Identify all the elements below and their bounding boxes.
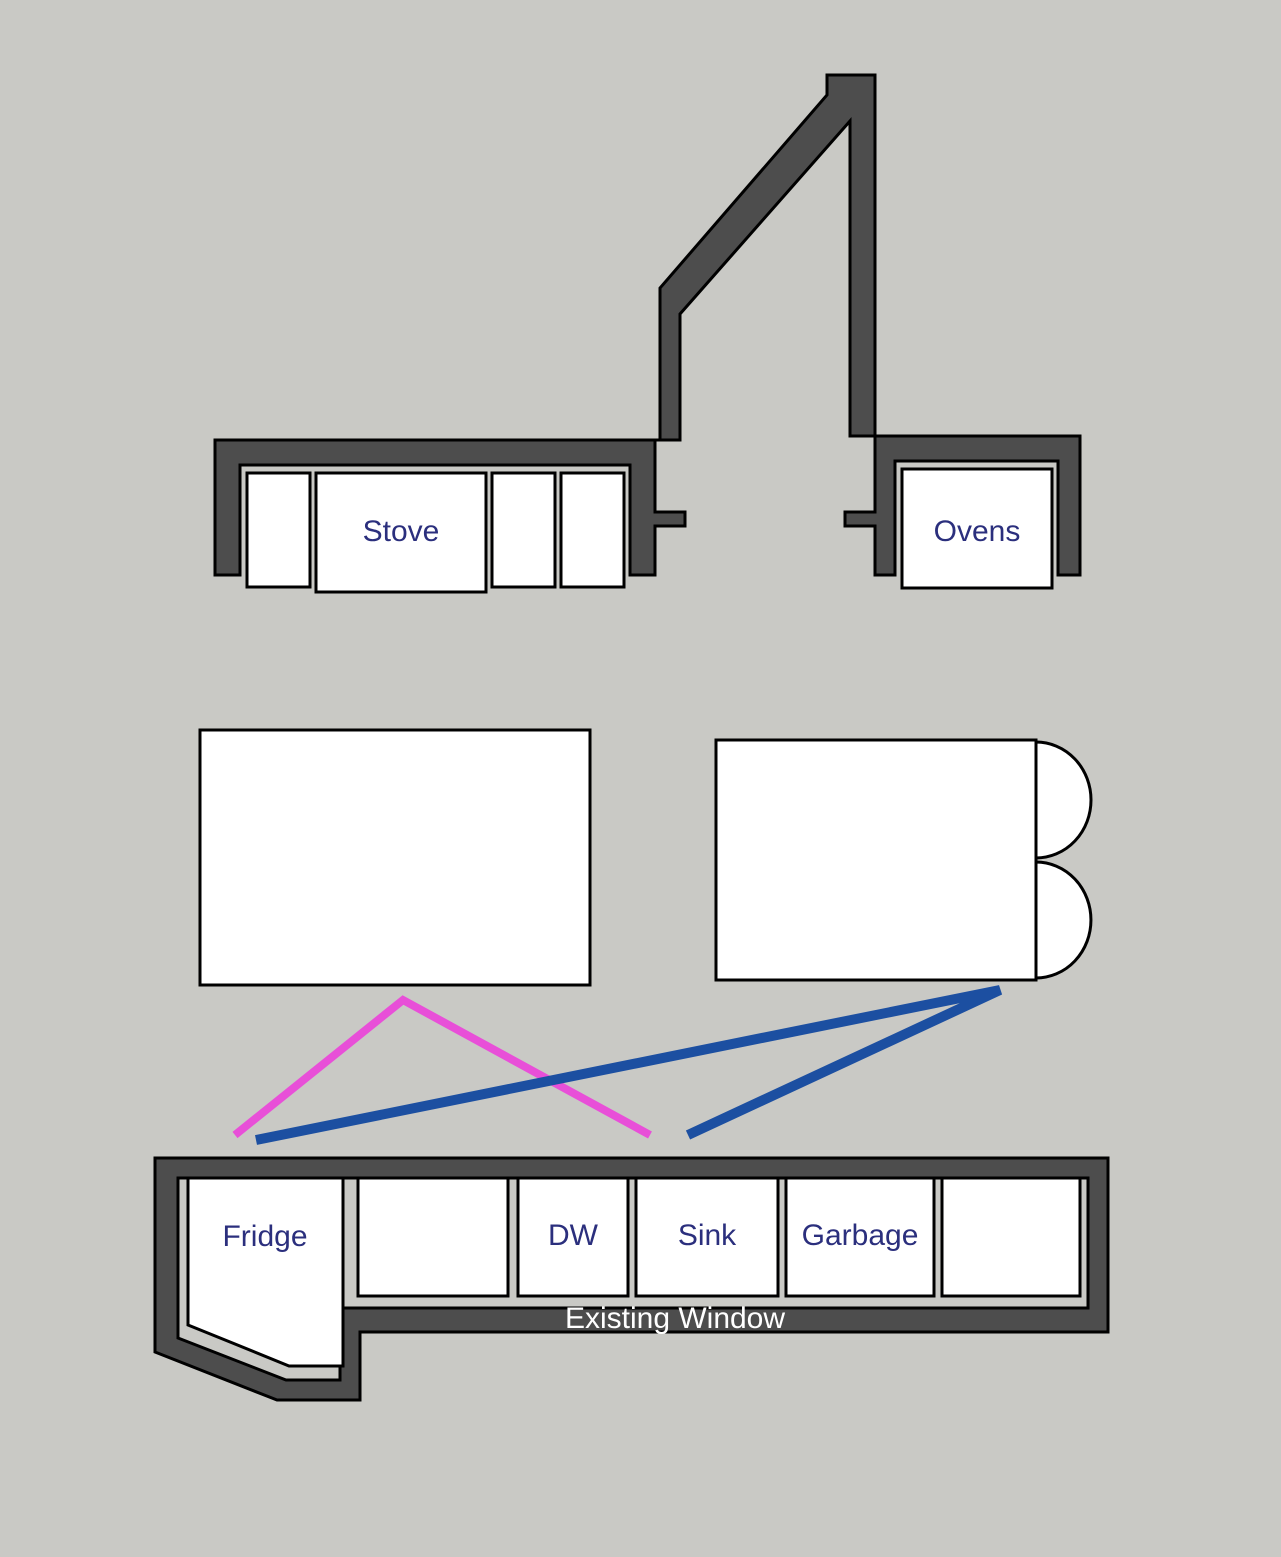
fridge-label: Fridge: [222, 1220, 307, 1253]
existing-window-label: Existing Window: [565, 1302, 785, 1335]
blank2-box: [942, 1178, 1080, 1296]
stove-label: Stove: [363, 515, 440, 548]
sink-label: Sink: [678, 1219, 737, 1252]
upper-cabinet-0: [247, 473, 310, 587]
island-right: [716, 740, 1036, 980]
upper-cabinet-3: [561, 473, 624, 587]
upper-cabinet-2: [492, 473, 555, 587]
garbage-label: Garbage: [802, 1219, 919, 1252]
ovens-label: Ovens: [934, 515, 1021, 548]
blank1-box: [358, 1178, 508, 1296]
island-left: [200, 730, 590, 985]
dw-label: DW: [548, 1219, 599, 1252]
